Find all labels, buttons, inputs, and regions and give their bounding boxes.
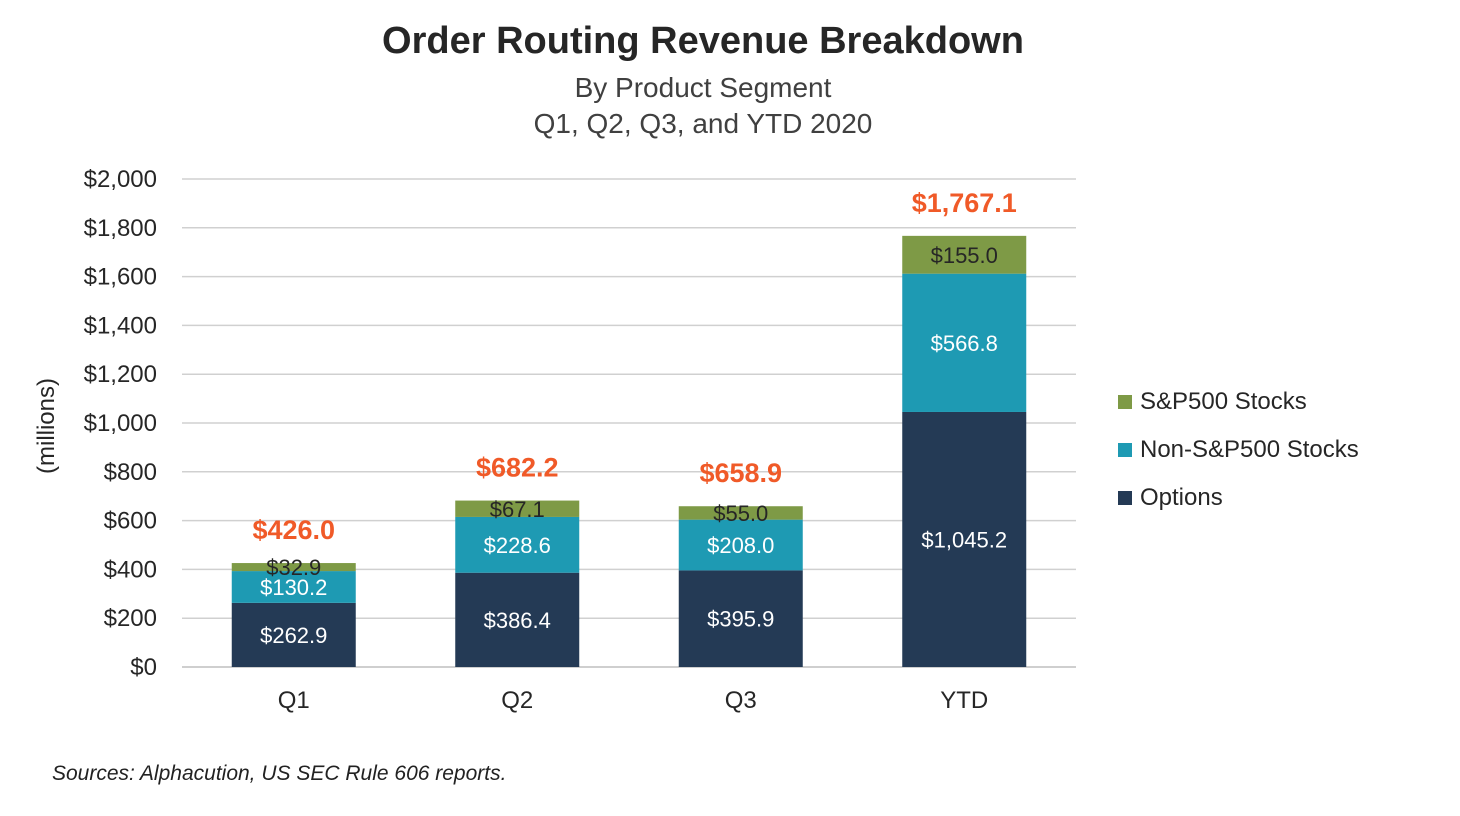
y-tick-label: $200 bbox=[104, 605, 157, 632]
bar-segment bbox=[902, 235, 1027, 274]
data-label: $395.9 bbox=[707, 607, 774, 632]
legend-label-options: Options bbox=[1140, 484, 1223, 511]
legend-item-options: Options bbox=[1118, 474, 1359, 522]
chart-title: Order Routing Revenue Breakdown bbox=[382, 20, 1024, 62]
data-label: $55.0 bbox=[713, 501, 768, 526]
y-tick-label: $1,200 bbox=[84, 361, 157, 388]
chart-legend: S&P500 Stocks Non-S&P500 Stocks Options bbox=[1118, 378, 1359, 522]
total-label: $682.2 bbox=[476, 453, 559, 483]
x-tick-label: Q3 bbox=[725, 687, 757, 714]
y-tick-label: $1,600 bbox=[84, 264, 157, 291]
x-tick-label: Q1 bbox=[278, 687, 310, 714]
bar-segment bbox=[455, 572, 580, 667]
data-label: $67.1 bbox=[490, 497, 545, 522]
data-label: $155.0 bbox=[931, 243, 998, 268]
y-tick-label: $2,000 bbox=[84, 166, 157, 193]
source-note: Sources: Alphacution, US SEC Rule 606 re… bbox=[52, 762, 507, 785]
x-tick-label: YTD bbox=[940, 687, 988, 714]
data-label: $566.8 bbox=[931, 331, 998, 356]
bar-segment bbox=[231, 571, 356, 603]
y-tick-label: $0 bbox=[130, 654, 157, 681]
legend-swatch-options bbox=[1118, 491, 1132, 505]
data-label: $1,045.2 bbox=[921, 527, 1007, 552]
y-tick-label: $1,800 bbox=[84, 215, 157, 242]
bar-segment bbox=[678, 519, 803, 571]
legend-swatch-non-sp500 bbox=[1118, 443, 1132, 457]
data-label: $208.0 bbox=[707, 533, 774, 558]
bar-segment bbox=[455, 516, 580, 573]
total-label: $1,767.1 bbox=[912, 188, 1017, 218]
y-tick-label: $600 bbox=[104, 508, 157, 535]
y-tick-label: $400 bbox=[104, 556, 157, 583]
bar-segment bbox=[231, 563, 356, 572]
y-tick-label: $1,400 bbox=[84, 312, 157, 339]
total-label: $658.9 bbox=[699, 458, 782, 488]
bar-segment bbox=[902, 273, 1027, 412]
data-label: $228.6 bbox=[484, 533, 551, 558]
y-tick-label: $1,000 bbox=[84, 410, 157, 437]
data-label: $262.9 bbox=[260, 623, 327, 648]
bar-segment bbox=[678, 570, 803, 667]
chart-subtitle: By Product Segment bbox=[574, 72, 832, 103]
legend-item-sp500: S&P500 Stocks bbox=[1118, 378, 1359, 426]
x-tick-label: Q2 bbox=[501, 687, 533, 714]
y-tick-label: $800 bbox=[104, 459, 157, 486]
data-label: $130.2 bbox=[260, 575, 327, 600]
data-label: $386.4 bbox=[484, 608, 551, 633]
total-label: $426.0 bbox=[252, 515, 335, 545]
bar-segment bbox=[231, 602, 356, 667]
bar-segment bbox=[455, 500, 580, 517]
bar-segment bbox=[678, 506, 803, 520]
data-label: $32.9 bbox=[266, 555, 321, 580]
legend-label-non-sp500: Non-S&P500 Stocks bbox=[1140, 436, 1359, 463]
bar-segment bbox=[902, 411, 1027, 667]
legend-swatch-sp500 bbox=[1118, 395, 1132, 409]
y-axis-label: (millions) bbox=[33, 378, 60, 474]
chart-subtitle-period: Q1, Q2, Q3, and YTD 2020 bbox=[533, 108, 873, 139]
legend-label-sp500: S&P500 Stocks bbox=[1140, 388, 1307, 415]
legend-item-non-sp500: Non-S&P500 Stocks bbox=[1118, 426, 1359, 474]
